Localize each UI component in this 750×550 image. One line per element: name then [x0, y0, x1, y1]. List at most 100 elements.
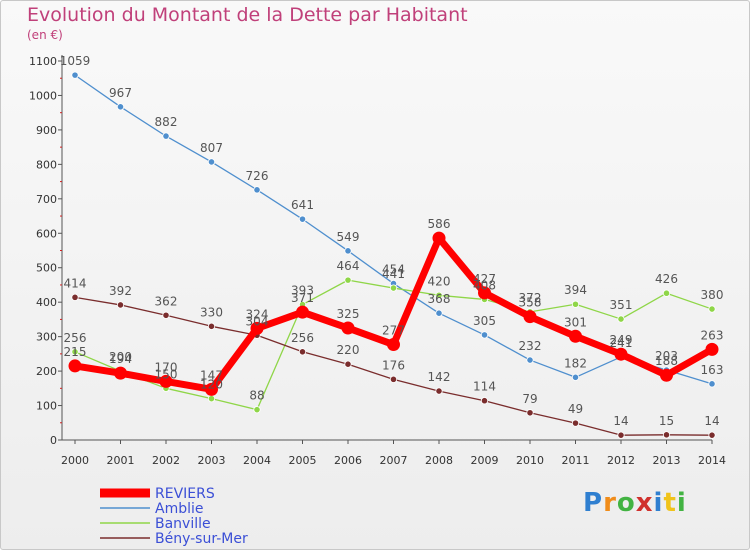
- x-tick-label: 2009: [471, 454, 499, 467]
- legend-label-banville: Banville: [155, 516, 211, 532]
- y-tick-label: 300: [36, 331, 57, 344]
- data-label-amblie: 454: [382, 263, 405, 277]
- data-point-reviers: [523, 310, 537, 324]
- data-point-amblie: [526, 356, 534, 364]
- data-point-reviers: [250, 321, 264, 335]
- data-point-reviers: [705, 342, 719, 356]
- x-tick-label: 2005: [289, 454, 317, 467]
- data-point-amblie: [435, 309, 443, 317]
- data-point-beny: [708, 431, 716, 439]
- data-label-banville: 372: [519, 291, 542, 305]
- data-point-beny: [344, 360, 352, 368]
- data-label-banville: 441: [382, 267, 405, 281]
- data-label-banville: 426: [655, 272, 678, 286]
- y-tick-label: 600: [36, 227, 57, 240]
- data-label-beny: 15: [659, 414, 674, 428]
- data-point-amblie: [298, 215, 307, 223]
- data-label-reviers: 263: [701, 328, 724, 342]
- data-point-beny: [71, 293, 79, 301]
- chart-title: Evolution du Montant de la Dette par Hab…: [27, 4, 468, 26]
- x-tick-label: 2010: [516, 454, 544, 467]
- data-label-beny: 362: [155, 294, 178, 308]
- data-label-reviers: 215: [64, 345, 87, 359]
- data-label-amblie: 232: [519, 339, 542, 353]
- x-tick-label: 2013: [653, 454, 681, 467]
- data-label-reviers: 301: [564, 315, 587, 329]
- y-tick-label: 700: [36, 193, 57, 206]
- data-label-reviers: 358: [519, 296, 542, 310]
- data-label-banville: 150: [155, 367, 178, 381]
- data-label-banville: 351: [610, 298, 633, 312]
- data-point-beny: [571, 419, 580, 427]
- y-tick-label: 200: [36, 365, 57, 378]
- data-label-amblie: 182: [564, 356, 587, 370]
- data-label-reviers: 325: [337, 307, 360, 321]
- y-tick-label: 900: [36, 124, 57, 137]
- data-point-banville: [344, 276, 352, 284]
- data-label-beny: 79: [522, 392, 537, 406]
- data-point-banville: [435, 291, 443, 299]
- x-tick-label: 2012: [607, 454, 635, 467]
- data-label-banville: 380: [701, 288, 724, 302]
- y-tick-label: 0: [50, 434, 57, 447]
- data-label-amblie: 967: [109, 86, 132, 100]
- y-tick-label: 1100: [29, 55, 57, 68]
- data-label-reviers: 371: [291, 291, 314, 305]
- data-point-amblie: [708, 380, 716, 388]
- data-point-amblie: [71, 71, 79, 79]
- data-label-amblie: 368: [428, 292, 451, 306]
- y-tick-label: 1000: [29, 89, 57, 102]
- data-label-amblie: 549: [337, 230, 360, 244]
- data-point-reviers: [387, 338, 400, 352]
- data-point-amblie: [253, 186, 261, 194]
- data-label-banville: 394: [564, 283, 587, 297]
- x-tick-label: 2003: [198, 454, 226, 467]
- data-point-reviers: [114, 366, 127, 380]
- x-tick-label: 2014: [698, 454, 726, 467]
- y-tick-label: 100: [36, 400, 57, 413]
- data-label-banville: 464: [337, 259, 360, 273]
- data-label-banville: 420: [428, 274, 451, 288]
- data-label-amblie: 305: [473, 314, 496, 328]
- data-label-amblie: 1059: [60, 54, 91, 68]
- data-point-beny: [389, 375, 398, 383]
- data-label-banville: 393: [291, 284, 314, 298]
- data-point-beny: [662, 431, 671, 439]
- data-label-reviers: 586: [428, 217, 451, 231]
- data-label-amblie: 241: [610, 336, 633, 350]
- data-label-amblie: 641: [291, 198, 314, 212]
- data-label-beny: 304: [246, 314, 269, 328]
- data-point-banville: [571, 300, 580, 308]
- data-label-banville: 408: [473, 278, 496, 292]
- legend-label-beny: Bény-sur-Mer: [155, 531, 248, 547]
- data-point-beny: [116, 301, 125, 309]
- data-label-amblie: 882: [155, 115, 178, 129]
- data-label-beny: 256: [291, 331, 314, 345]
- data-point-reviers: [478, 286, 491, 300]
- legend-label-reviers: REVIERS: [155, 486, 215, 502]
- x-tick-label: 2007: [380, 454, 408, 467]
- y-tick-label: 400: [36, 296, 57, 309]
- data-point-banville: [708, 305, 716, 313]
- data-label-amblie: 203: [655, 349, 678, 363]
- data-label-beny: 176: [382, 358, 405, 372]
- data-label-amblie: 163: [701, 363, 724, 377]
- data-label-beny: 14: [704, 414, 719, 428]
- data-point-banville: [389, 284, 398, 292]
- data-label-amblie: 807: [200, 141, 223, 155]
- data-label-beny: 142: [428, 370, 451, 384]
- x-tick-label: 2006: [334, 454, 362, 467]
- data-point-amblie: [571, 373, 580, 381]
- data-label-beny: 14: [613, 414, 628, 428]
- data-point-beny: [298, 348, 307, 356]
- data-point-beny: [526, 409, 534, 417]
- data-point-banville: [617, 315, 625, 323]
- data-point-reviers: [68, 359, 82, 373]
- data-label-beny: 114: [473, 380, 496, 394]
- data-point-beny: [162, 311, 170, 319]
- y-tick-label: 500: [36, 262, 57, 275]
- data-label-banville: 200: [109, 350, 132, 364]
- data-label-banville: 256: [64, 331, 87, 345]
- data-point-beny: [480, 397, 489, 405]
- data-label-beny: 392: [109, 284, 132, 298]
